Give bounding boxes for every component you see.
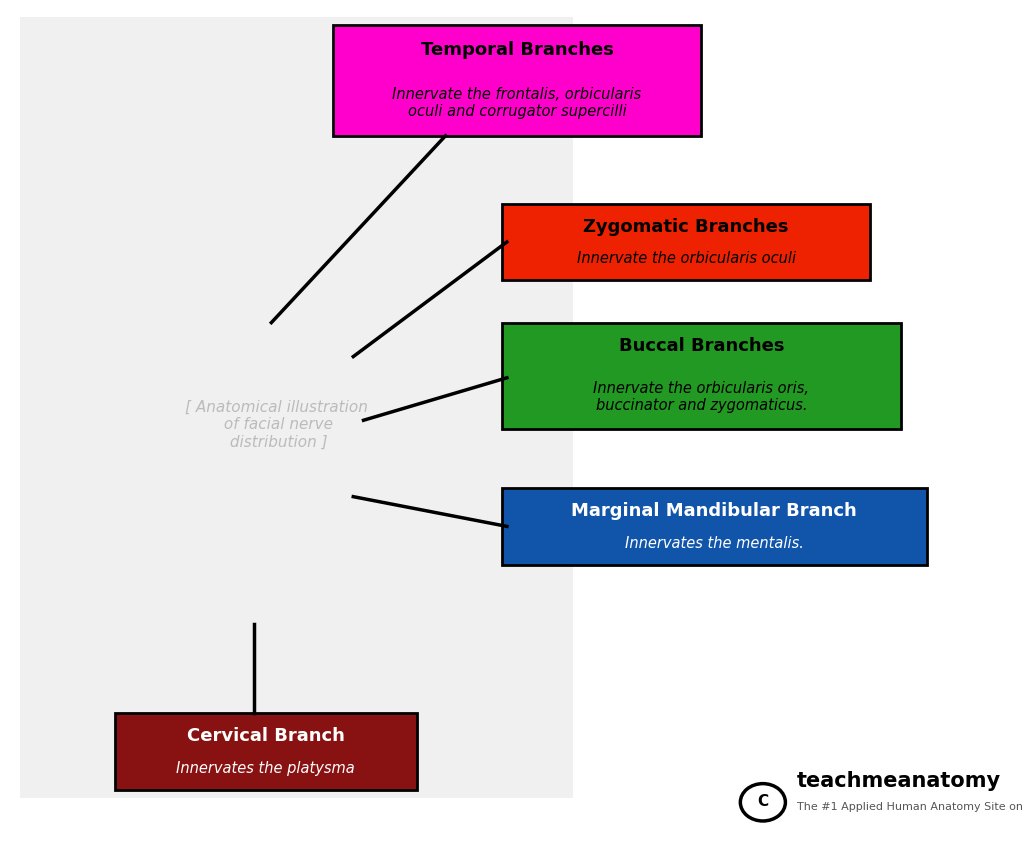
FancyBboxPatch shape	[502, 323, 901, 429]
FancyBboxPatch shape	[333, 25, 701, 136]
Text: Innervate the frontalis, orbicularis
oculi and corrugator supercilli: Innervate the frontalis, orbicularis ocu…	[392, 87, 642, 119]
FancyBboxPatch shape	[502, 488, 927, 565]
Text: Marginal Mandibular Branch: Marginal Mandibular Branch	[571, 502, 857, 520]
FancyBboxPatch shape	[20, 17, 573, 798]
Text: Buccal Branches: Buccal Branches	[618, 337, 784, 355]
Text: Innervate the orbicularis oris,
buccinator and zygomaticus.: Innervate the orbicularis oris, buccinat…	[594, 380, 809, 413]
Text: Innervate the orbicularis oculi: Innervate the orbicularis oculi	[577, 251, 796, 267]
Text: C: C	[758, 794, 768, 809]
Text: Zygomatic Branches: Zygomatic Branches	[584, 217, 788, 236]
FancyBboxPatch shape	[502, 204, 870, 280]
Text: Innervates the platysma: Innervates the platysma	[176, 761, 355, 776]
Text: teachmeanatomy: teachmeanatomy	[797, 771, 1000, 791]
Text: Innervates the mentalis.: Innervates the mentalis.	[625, 536, 804, 551]
Text: [ Anatomical illustration
 of facial nerve
 distribution ]: [ Anatomical illustration of facial nerv…	[185, 400, 368, 449]
Text: Temporal Branches: Temporal Branches	[421, 41, 613, 59]
FancyBboxPatch shape	[115, 713, 417, 790]
Text: The #1 Applied Human Anatomy Site on the Web.: The #1 Applied Human Anatomy Site on the…	[797, 801, 1024, 812]
Text: Cervical Branch: Cervical Branch	[186, 727, 345, 745]
